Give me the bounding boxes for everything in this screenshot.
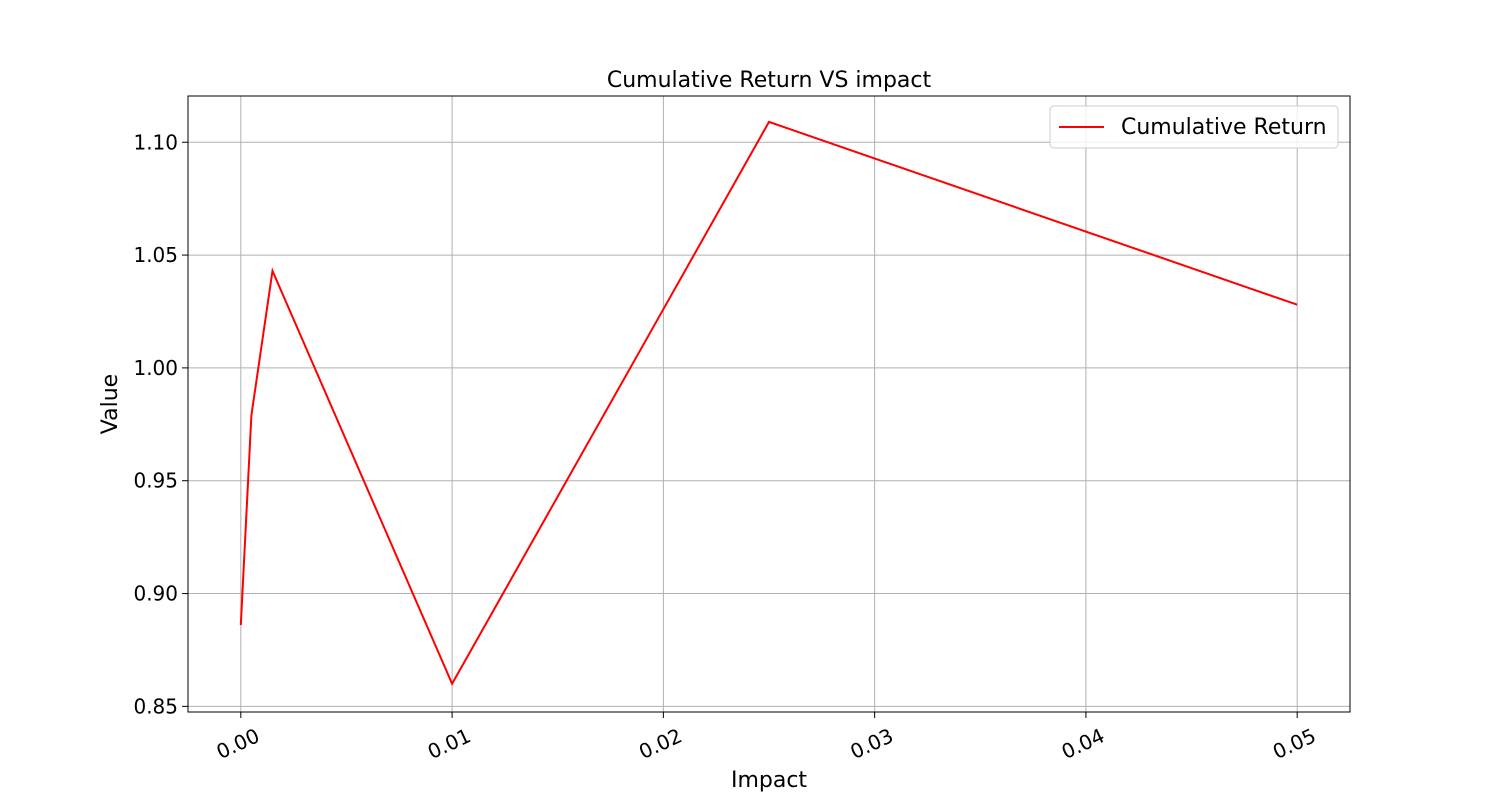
- y-axis-title: Value: [98, 374, 123, 434]
- series-layer: [239, 120, 1298, 687]
- y-tick-label: 0.85: [133, 694, 178, 718]
- legend-box: [1049, 105, 1339, 149]
- y-tick-label: 1.00: [133, 356, 178, 380]
- x-axis-title: Impact: [731, 768, 807, 793]
- legend-label: Cumulative Return: [1121, 115, 1327, 140]
- series-line: [239, 120, 1298, 687]
- y-tick-label: 0.95: [133, 469, 178, 493]
- y-tick-label: 1.10: [133, 130, 178, 154]
- y-tick-label: 1.05: [133, 243, 178, 267]
- legend: Cumulative Return: [1049, 105, 1339, 149]
- y-tick-label: 0.90: [133, 582, 178, 606]
- chart-title: Cumulative Return VS impact: [607, 68, 932, 93]
- plot-frame: [187, 95, 1351, 713]
